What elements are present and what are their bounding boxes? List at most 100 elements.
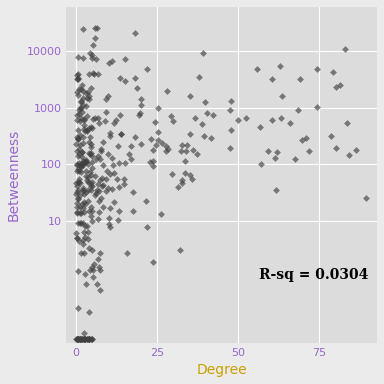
Point — [76, 336, 83, 343]
Point — [91, 71, 97, 77]
Point — [96, 120, 103, 126]
Point — [80, 188, 86, 194]
Point — [314, 104, 320, 110]
Point — [362, 195, 369, 201]
Point — [88, 85, 94, 91]
Point — [106, 60, 112, 66]
Point — [89, 267, 96, 273]
Point — [81, 330, 87, 336]
Point — [87, 169, 93, 175]
Text: R-sq = 0.0304: R-sq = 0.0304 — [259, 268, 368, 283]
Point — [187, 93, 193, 99]
Point — [182, 158, 189, 164]
Point — [74, 76, 80, 82]
Point — [78, 99, 84, 105]
Point — [179, 180, 185, 187]
Point — [149, 163, 156, 169]
Point — [75, 152, 81, 159]
Point — [99, 204, 106, 210]
Point — [79, 336, 86, 343]
Point — [79, 154, 85, 161]
Point — [287, 120, 293, 126]
Point — [77, 192, 83, 198]
Point — [75, 195, 81, 201]
Point — [84, 222, 90, 228]
Point — [105, 185, 111, 191]
Point — [99, 183, 105, 189]
Point — [328, 133, 334, 139]
Point — [80, 26, 86, 32]
Point — [85, 187, 91, 193]
Point — [81, 190, 87, 197]
Point — [82, 336, 88, 343]
Point — [75, 187, 81, 193]
Point — [86, 336, 92, 343]
Point — [90, 42, 96, 48]
Point — [137, 96, 144, 102]
Point — [97, 156, 103, 162]
Point — [77, 210, 83, 217]
Point — [142, 198, 149, 204]
Point — [85, 198, 91, 204]
Point — [109, 186, 115, 192]
Point — [78, 105, 84, 111]
Point — [210, 111, 216, 118]
Point — [88, 204, 94, 210]
Y-axis label: Betweenness: Betweenness — [7, 129, 21, 221]
Point — [128, 156, 134, 162]
Point — [132, 134, 138, 140]
Point — [78, 162, 84, 168]
Point — [74, 200, 80, 206]
Point — [155, 129, 161, 135]
Point — [88, 336, 94, 343]
Point — [74, 183, 80, 189]
Point — [76, 159, 82, 166]
Point — [74, 148, 80, 154]
Point — [88, 151, 94, 157]
Point — [144, 66, 150, 72]
Point — [115, 217, 121, 223]
Point — [78, 164, 84, 170]
Point — [269, 76, 275, 82]
Point — [75, 92, 81, 98]
Point — [109, 162, 116, 168]
Point — [107, 130, 113, 136]
Point — [78, 115, 84, 121]
Point — [74, 117, 80, 123]
Point — [78, 336, 84, 343]
Point — [86, 207, 93, 214]
Point — [75, 336, 81, 343]
Point — [84, 336, 90, 343]
Point — [82, 233, 88, 240]
Point — [85, 174, 91, 180]
Point — [86, 336, 92, 343]
Point — [235, 117, 241, 123]
Point — [111, 121, 117, 127]
Point — [75, 136, 81, 142]
Point — [74, 72, 81, 78]
Point — [75, 71, 81, 77]
Point — [86, 71, 93, 77]
Point — [78, 86, 84, 93]
Point — [107, 205, 113, 211]
Point — [137, 110, 143, 116]
Point — [86, 139, 92, 146]
Point — [118, 131, 124, 137]
Point — [74, 134, 80, 140]
Point — [83, 89, 89, 96]
Point — [96, 264, 102, 270]
Point — [76, 220, 83, 226]
Point — [76, 168, 82, 174]
Point — [130, 189, 136, 195]
Point — [86, 336, 92, 343]
Point — [81, 126, 87, 132]
Point — [79, 149, 85, 155]
Point — [175, 184, 181, 190]
Point — [84, 127, 91, 134]
Point — [257, 124, 263, 130]
Point — [88, 213, 94, 219]
Point — [196, 74, 202, 80]
Point — [81, 336, 87, 343]
Point — [76, 336, 83, 343]
Point — [94, 187, 100, 193]
